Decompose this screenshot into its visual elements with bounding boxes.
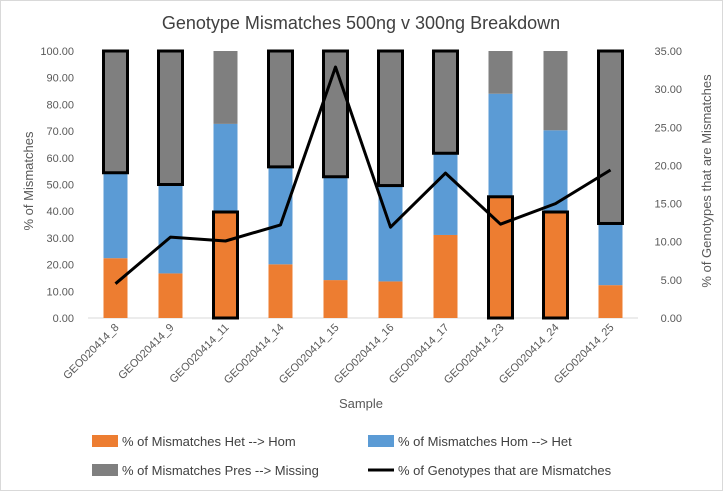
y2-tick-label: 25.00 xyxy=(654,122,682,134)
legend-item: % of Mismatches Pres --> Missing xyxy=(92,463,319,478)
bar-highlight-outline xyxy=(542,210,569,320)
bar-highlight-outline xyxy=(487,195,514,320)
bar-highlight-outline xyxy=(597,49,624,225)
legend-swatch xyxy=(368,435,394,447)
bar-highlight-outline xyxy=(102,49,129,175)
y-axis-ticks: 0.00 10.00 20.00 30.00 40.00 50.00 60.00 70.00 8… xyxy=(40,46,74,325)
legend-label: % of Mismatches Pres --> Missing xyxy=(122,463,319,478)
bar-segment xyxy=(268,264,293,318)
y2-tick-label: 0.00 xyxy=(661,313,682,325)
y-tick-label: 30.00 xyxy=(46,233,74,245)
legend-item: % of Mismatches Hom --> Het xyxy=(368,434,572,449)
legend-label: % of Mismatches Hom --> Het xyxy=(398,434,572,449)
bar-highlight-outline xyxy=(432,49,459,155)
legend-swatch xyxy=(92,435,118,447)
line-series-genotypes xyxy=(114,65,612,285)
legend-label: % of Mismatches Het --> Hom xyxy=(122,434,296,449)
bar-segment xyxy=(158,184,183,274)
bar-segment xyxy=(323,176,348,281)
bar-segment xyxy=(543,212,568,318)
bar-segment xyxy=(598,51,623,224)
bar-segment xyxy=(433,51,458,154)
y-tick-label: 0.00 xyxy=(53,313,74,325)
y2-tick-label: 30.00 xyxy=(654,84,682,96)
bar-highlight-outline xyxy=(267,49,294,169)
bar-highlight-outline xyxy=(157,49,184,186)
y-tick-label: 50.00 xyxy=(46,180,74,192)
bar-segment xyxy=(598,223,623,286)
bar-segment xyxy=(158,51,183,185)
y2-tick-label: 5.00 xyxy=(661,275,682,287)
bar-segment xyxy=(543,51,568,131)
bar-segment xyxy=(323,51,348,177)
bar-segment xyxy=(433,153,458,235)
bar-segment xyxy=(433,234,458,318)
bar-highlight-outline xyxy=(322,49,349,179)
y-tick-label: 80.00 xyxy=(46,99,74,111)
bar-highlight-outline xyxy=(212,210,239,320)
y2-tick-label: 20.00 xyxy=(654,160,682,172)
y2-axis-title: % of Genotypes that are Mismatches xyxy=(699,74,714,288)
bar-segment xyxy=(103,172,128,259)
legend-item: % of Mismatches Het --> Hom xyxy=(92,434,296,449)
bar-segment xyxy=(158,273,183,318)
y-axis-title: % of Mismatches xyxy=(21,131,36,230)
y-tick-label: 60.00 xyxy=(46,153,74,165)
bar-segment xyxy=(323,280,348,318)
legend-label: % of Genotypes that are Mismatches xyxy=(398,463,612,478)
legend-swatch xyxy=(92,464,118,476)
legend: % of Mismatches Het --> Hom % of Mismatch… xyxy=(92,434,612,478)
y2-tick-label: 15.00 xyxy=(654,199,682,211)
bar-series xyxy=(103,51,623,318)
bar-segment xyxy=(598,285,623,318)
bar-segment xyxy=(213,123,238,213)
bar-segment xyxy=(378,51,403,186)
y2-tick-label: 35.00 xyxy=(654,46,682,58)
y-tick-label: 10.00 xyxy=(46,286,74,298)
y-tick-label: 20.00 xyxy=(46,260,74,272)
bar-highlight-outline xyxy=(377,49,404,188)
bar-segment xyxy=(103,51,128,173)
y-tick-label: 90.00 xyxy=(46,73,74,85)
legend-item: % of Genotypes that are Mismatches xyxy=(368,463,612,478)
y-tick-label: 70.00 xyxy=(46,126,74,138)
y-tick-label: 40.00 xyxy=(46,206,74,218)
bar-segment xyxy=(268,51,293,167)
y2-tick-label: 10.00 xyxy=(654,237,682,249)
x-axis-title: Sample xyxy=(339,396,383,411)
y-tick-label: 100.00 xyxy=(40,46,74,58)
bar-segment xyxy=(488,93,513,197)
bar-segment xyxy=(213,212,238,318)
chart-title: Genotype Mismatches 500ng v 300ng Breakd… xyxy=(162,13,560,33)
bar-segment xyxy=(268,166,293,265)
bar-segment xyxy=(103,258,128,318)
highlight-outlines xyxy=(102,49,624,320)
bar-segment xyxy=(213,51,238,124)
y2-axis-ticks: 0.00 5.00 10.00 15.00 20.00 25.00 30.00 35.00 xyxy=(654,46,682,325)
bar-segment xyxy=(488,51,513,94)
bar-segment xyxy=(378,281,403,318)
